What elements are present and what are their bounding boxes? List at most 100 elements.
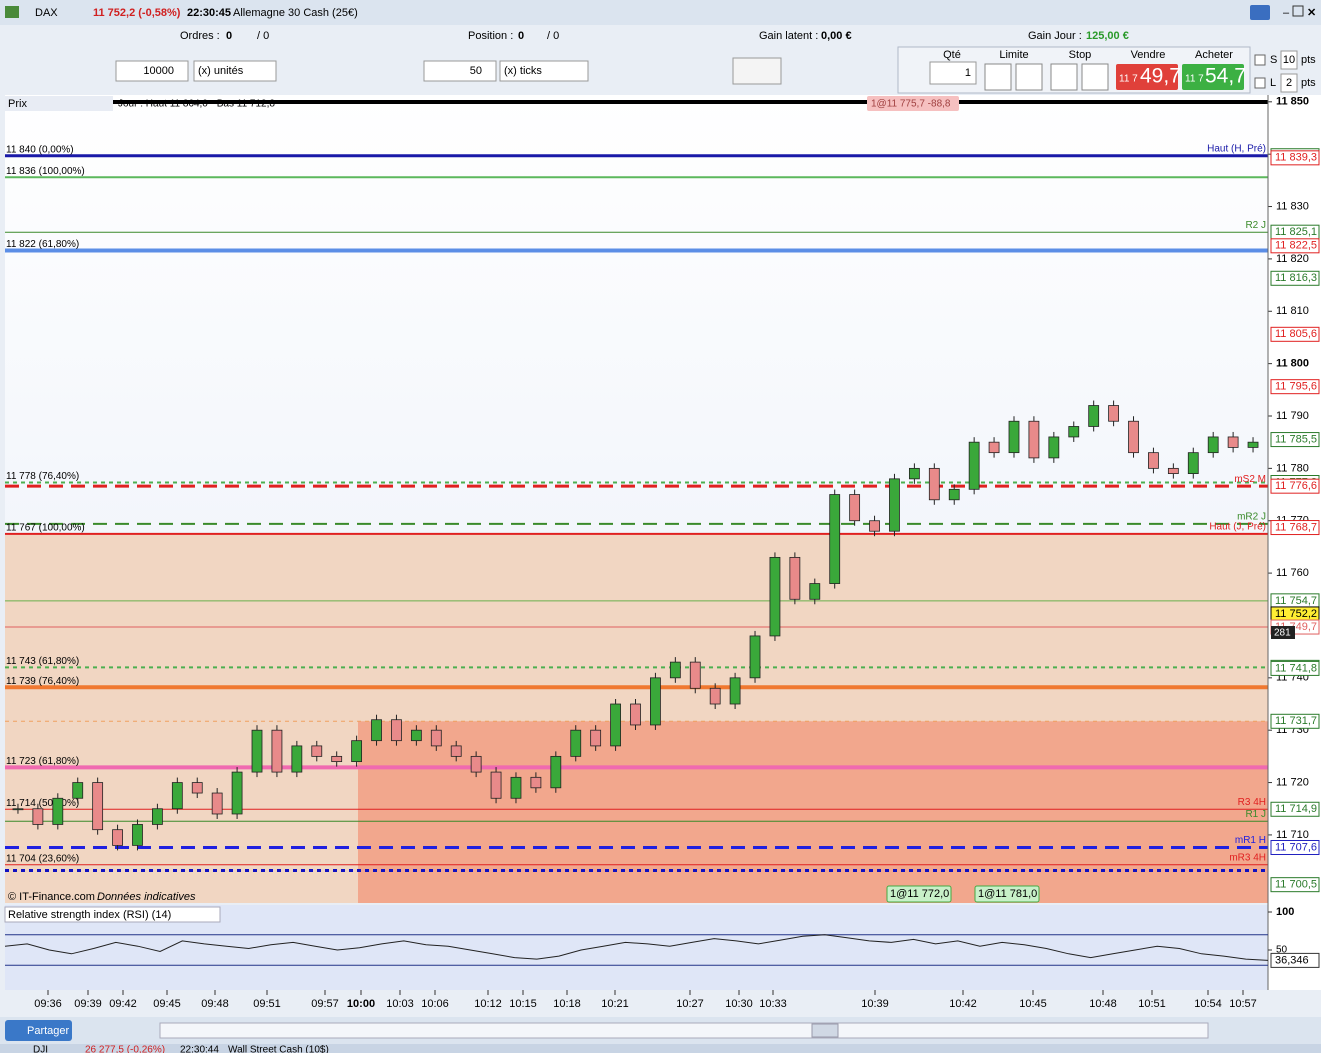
- gain-jour-label: Gain Jour :: [1028, 30, 1082, 42]
- candle-body: [610, 703, 621, 747]
- next-name: Wall Street Cash (10$): [228, 1045, 329, 1053]
- level-label: 11 714 (50,00%): [6, 798, 79, 809]
- x-tick-label: 10:42: [949, 998, 977, 1010]
- s-pts: 10: [1283, 54, 1295, 66]
- x-tick-label: 09:45: [153, 998, 181, 1010]
- candle-body: [928, 467, 940, 501]
- candle-body: [1108, 405, 1119, 422]
- scrollbar[interactable]: [159, 1022, 1209, 1039]
- candle-body: [490, 771, 502, 799]
- sell-big: 11 7: [1119, 74, 1138, 85]
- level-right-label: Haut (J, Pré): [1209, 521, 1266, 532]
- stop-sell[interactable]: [1050, 63, 1078, 91]
- candle-body: [251, 729, 263, 773]
- candle-body: [1008, 420, 1020, 454]
- price-box: [1270, 478, 1320, 494]
- candle-body: [669, 661, 681, 679]
- stop-label: Stop: [1069, 49, 1092, 61]
- y-tick-label: 11 720: [1276, 776, 1309, 788]
- candle-body: [1128, 420, 1139, 454]
- candle-body: [391, 719, 402, 742]
- rsi-last-label: 36,346: [1275, 954, 1309, 966]
- ticks-input[interactable]: [423, 60, 497, 82]
- level-right-label: R1 J: [1245, 809, 1266, 820]
- l-checkbox[interactable]: [1254, 77, 1266, 89]
- s-checkbox[interactable]: [1254, 54, 1266, 66]
- x-tick-label: 10:06: [421, 998, 449, 1010]
- candle-body: [650, 677, 661, 726]
- y-tick-label: 11 820: [1276, 253, 1309, 265]
- position-label: Position :: [468, 30, 513, 42]
- candle-body: [709, 687, 721, 705]
- rsi-line: [4, 934, 1269, 961]
- price-box-label: 11 700,5: [1275, 879, 1317, 891]
- position-total: / 0: [547, 30, 559, 42]
- price-box: [1270, 270, 1320, 286]
- x-tick-label: 10:21: [601, 998, 629, 1010]
- scroll-thumb[interactable]: [811, 1023, 839, 1038]
- candle-body: [590, 729, 602, 747]
- footer-note: Données indicatives: [97, 891, 196, 903]
- price-box-label: 11 752,2: [1275, 608, 1317, 620]
- sell-price: 49,7: [1140, 65, 1181, 88]
- price-box: [1270, 379, 1320, 395]
- buy-price: 54,7: [1205, 65, 1246, 88]
- level-right-label: Haut (H, Pré): [1207, 143, 1266, 154]
- level-right-label: mS2 M: [1234, 474, 1266, 485]
- y-tick-label: 11 810: [1276, 305, 1309, 317]
- ticks-unit: (x) ticks: [504, 65, 542, 77]
- limit-label: Limite: [999, 49, 1028, 61]
- unit-select[interactable]: [193, 60, 277, 82]
- l-input[interactable]: [1280, 73, 1298, 93]
- limit-sell[interactable]: [984, 63, 1012, 91]
- countdown: 281: [1274, 628, 1291, 639]
- symbol: DAX: [35, 7, 58, 19]
- y-tick-label: 11 710: [1276, 829, 1309, 841]
- x-tick-label: 09:39: [74, 998, 102, 1010]
- x-tick-label: 10:30: [725, 998, 753, 1010]
- shade-zone: [358, 721, 1268, 903]
- price-box: [1270, 326, 1320, 342]
- candle-body: [968, 441, 980, 490]
- buy-button[interactable]: [1182, 64, 1244, 90]
- price-box: [1270, 713, 1320, 729]
- x-tick-label: 10:57: [1229, 998, 1257, 1010]
- gain-jour: 125,00 €: [1086, 30, 1129, 42]
- buy-big: 11 7: [1185, 74, 1204, 85]
- y-tick-label: 11 790: [1276, 410, 1309, 422]
- order-tag-label: 1@11 772,0: [890, 888, 949, 900]
- x-tick-label: 10:27: [676, 998, 704, 1010]
- limit-buy[interactable]: [1015, 63, 1043, 91]
- menu-button[interactable]: [1250, 5, 1270, 20]
- sell-button[interactable]: [1116, 64, 1178, 90]
- x-tick-label: 10:33: [759, 998, 787, 1010]
- price-box: [1270, 238, 1320, 254]
- x-tick-label: 10:51: [1138, 998, 1166, 1010]
- rsi-chart: Relative strength index (RSI) (14) 100 503…: [4, 906, 1320, 968]
- s-input[interactable]: [1280, 50, 1298, 70]
- share-button[interactable]: [5, 1020, 72, 1041]
- stop-buy[interactable]: [1081, 63, 1109, 91]
- level-right-label: mR2 J: [1237, 512, 1266, 523]
- candle-body: [430, 729, 442, 747]
- candle-body: [470, 755, 482, 773]
- qty-input[interactable]: [929, 61, 977, 85]
- candle-body: [988, 441, 1000, 454]
- candle-body: [12, 808, 24, 811]
- candle-body: [1227, 436, 1239, 448]
- price-box-label: 11 795,6: [1275, 381, 1317, 393]
- close[interactable]: ✕: [1307, 7, 1316, 19]
- ticks-select[interactable]: [499, 60, 589, 82]
- strategy-button[interactable]: [732, 57, 782, 85]
- qty-label: Qté: [943, 49, 961, 61]
- candle-body: [1068, 426, 1080, 438]
- x-tick-label: 10:18: [553, 998, 581, 1010]
- maximize[interactable]: [1292, 5, 1304, 17]
- minimize[interactable]: –: [1283, 7, 1290, 19]
- candle-body: [530, 776, 542, 789]
- candle-body: [1167, 467, 1179, 475]
- x-tick-label: 09:42: [109, 998, 137, 1010]
- quantity-input[interactable]: [115, 60, 189, 82]
- candle-body: [291, 745, 303, 773]
- next-symbol: DJI: [33, 1045, 48, 1053]
